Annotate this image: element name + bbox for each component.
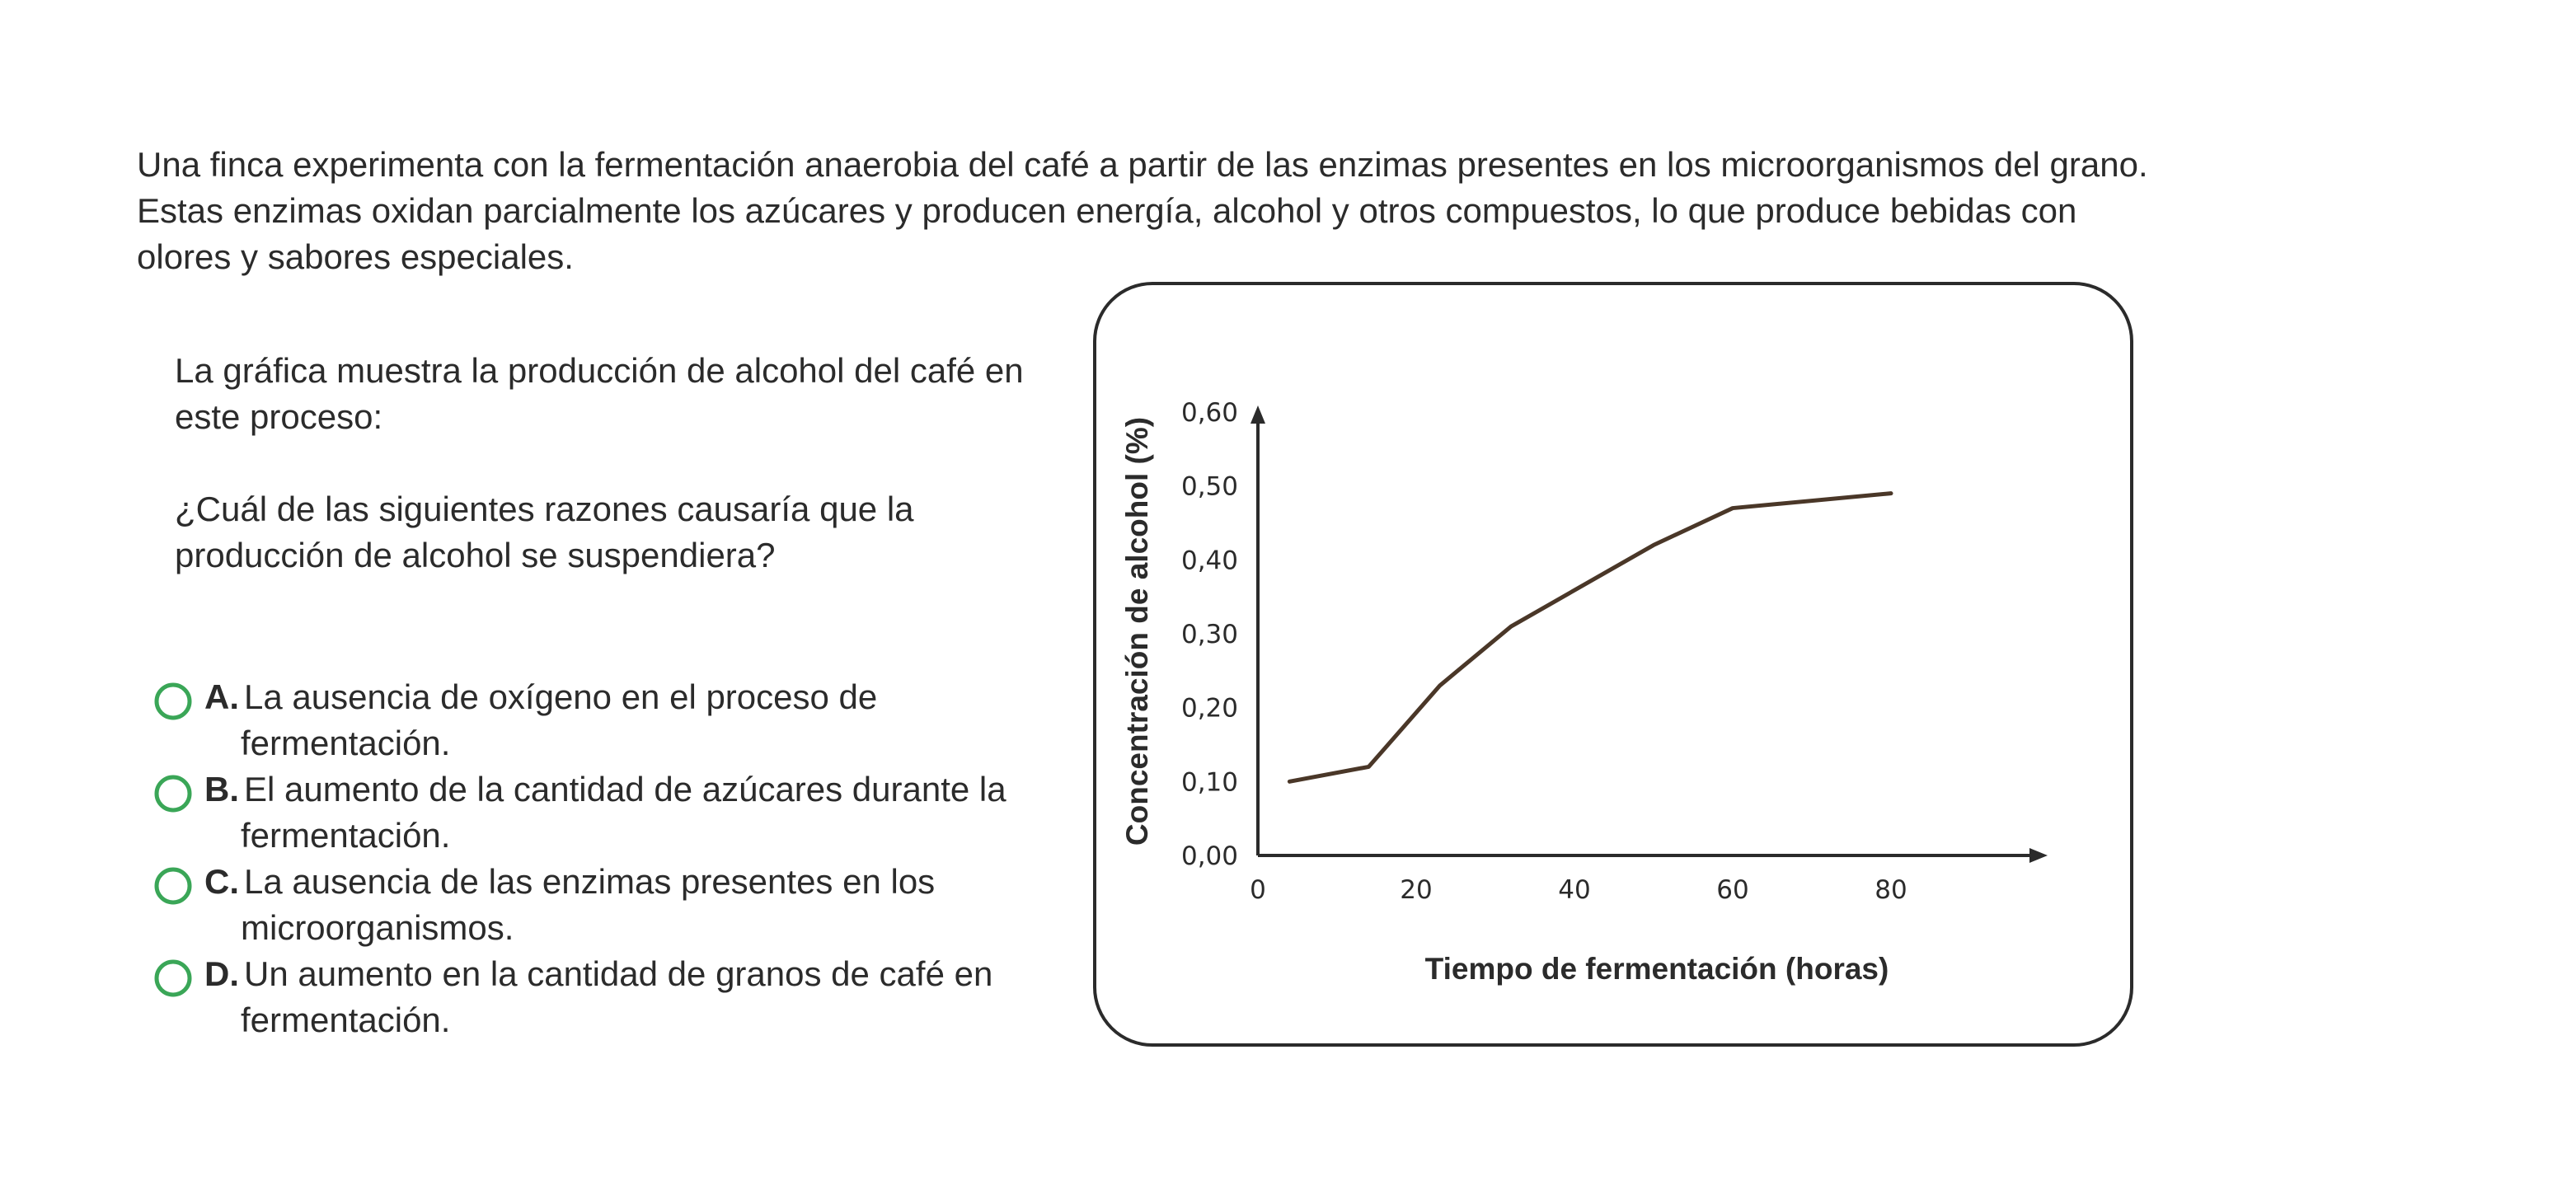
option-text: La ausencia de oxígeno en el proceso de f… <box>241 677 878 762</box>
y-tick-label: 0,00 <box>1181 841 1238 871</box>
chart-frame: 0,00 0,10 0,20 0,30 0,40 0,50 0,60 0 20 40 60 80 Tie… <box>1093 282 2133 1047</box>
question-text: ¿Cuál de las siguientes razones causaría… <box>175 490 914 574</box>
series-line <box>1287 491 1893 784</box>
option-text: La ausencia de las enzimas presentes en … <box>241 862 936 947</box>
y-tick-label: 0,20 <box>1181 694 1238 724</box>
option-letter: D. <box>204 954 239 993</box>
chart-lead-text: La gráfica muestra la producción de alco… <box>175 351 1024 436</box>
option-text: El aumento de la cantidad de azúcares du… <box>241 770 1006 855</box>
x-tick-label: 40 <box>1558 875 1590 905</box>
option-b[interactable]: B. El aumento de la cantidad de azúcares… <box>153 766 1101 859</box>
option-letter: A. <box>204 677 239 716</box>
line-chart: 0,00 0,10 0,20 0,30 0,40 0,50 0,60 0 20 40 60 80 Tie… <box>1120 398 2048 986</box>
x-axis-arrow-icon <box>2029 848 2048 863</box>
radio-icon[interactable] <box>153 958 193 998</box>
intro-paragraph: Una finca experimenta con la fermentació… <box>137 145 2148 276</box>
radio-icon[interactable] <box>153 866 193 906</box>
x-tick-label: 0 <box>1250 875 1266 905</box>
answer-options: A. La ausencia de oxígeno en el proceso … <box>153 674 1101 1043</box>
y-tick-label: 0,50 <box>1181 472 1238 502</box>
y-tick-label: 0,30 <box>1181 620 1238 649</box>
x-tick-label: 20 <box>1400 875 1432 905</box>
y-axis-arrow-icon <box>1250 405 1265 424</box>
radio-icon[interactable] <box>153 682 193 721</box>
y-tick-label: 0,10 <box>1181 767 1238 797</box>
y-axis-title: Concentración de alcohol (%) <box>1120 417 1154 846</box>
x-axis-title: Tiempo de fermentación (horas) <box>1425 952 1889 986</box>
question-block: La gráfica muestra la producción de alco… <box>175 348 1082 579</box>
option-a[interactable]: A. La ausencia de oxígeno en el proceso … <box>153 674 1101 766</box>
y-tick-label: 0,40 <box>1181 546 1238 575</box>
option-d[interactable]: D. Un aumento en la cantidad de granos d… <box>153 951 1101 1043</box>
option-letter: C. <box>204 862 239 901</box>
option-text: Un aumento en la cantidad de granos de c… <box>241 954 993 1039</box>
option-c[interactable]: C. La ausencia de las enzimas presentes … <box>153 859 1101 951</box>
radio-icon[interactable] <box>153 774 193 813</box>
y-tick-label: 0,60 <box>1181 398 1238 428</box>
option-letter: B. <box>204 770 239 808</box>
x-tick-label: 80 <box>1875 875 1907 905</box>
x-tick-label: 60 <box>1716 875 1748 905</box>
